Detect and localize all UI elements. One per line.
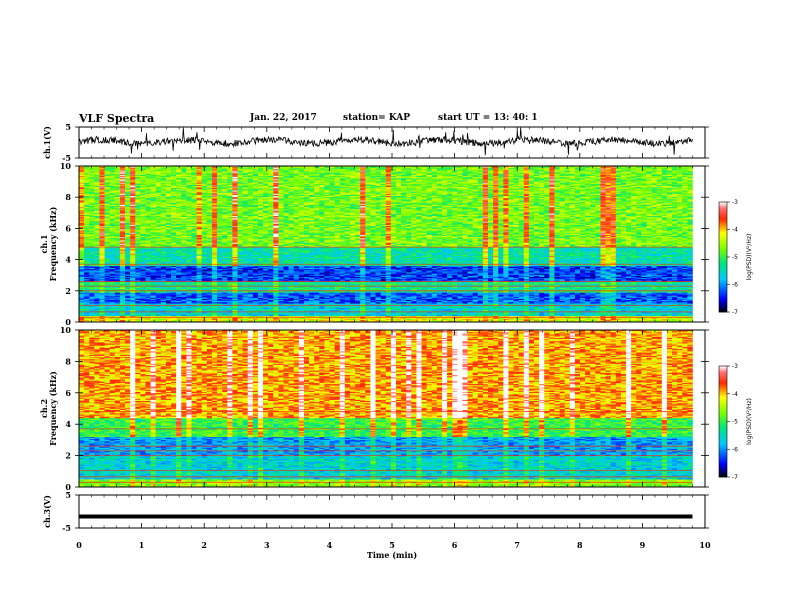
ch2-spectrogram-image <box>79 330 693 487</box>
ch1-colorbar-tick-label: -4 <box>732 227 738 234</box>
ch1-colorbar <box>719 202 727 312</box>
ch2-colorbar-tick-label: -3 <box>732 363 738 370</box>
x-axis-label: Time (min) <box>367 550 417 560</box>
ch2-spectrogram-y-axis-label: Frequency (kHz) <box>48 371 58 446</box>
ch1-spectrogram-y-tick-label: 10 <box>60 161 72 171</box>
ch3-waveform-y-tick-label: -5 <box>62 523 71 533</box>
ch2-colorbar-tick-label: -5 <box>732 419 738 426</box>
ch2-colorbar <box>719 366 727 477</box>
ch1-spectrogram-y-tick-label: 4 <box>65 255 71 265</box>
ch2-colorbar-tick-label: -7 <box>732 474 738 481</box>
x-tick-label: 6 <box>452 540 458 550</box>
ch1-spectrogram-y-tick-label: 6 <box>65 223 71 233</box>
x-tick-label: 7 <box>514 540 520 550</box>
ch1-spectrogram-image <box>79 166 693 322</box>
ch2-colorbar-tick-label: -4 <box>732 391 738 398</box>
ch1-colorbar-tick-label: -3 <box>732 199 738 206</box>
ch1-waveform-y-axis-label: ch.1(V) <box>42 126 52 159</box>
figure-svg: 0 1 2 3 4 5 6 7 8 9 10Time (min)5-5ch.1(V)0246810c… <box>0 0 792 612</box>
x-tick-label: 2 <box>201 540 207 550</box>
ch2-spectrogram-y-tick-label: 4 <box>65 419 71 429</box>
x-tick-label: 3 <box>264 540 270 550</box>
ch1-colorbar-tick-label: -7 <box>732 309 738 316</box>
ch2-spectrogram-y-tick-label: 6 <box>65 388 71 398</box>
x-tick-label: 5 <box>389 540 395 550</box>
x-tick-label: 8 <box>577 540 583 550</box>
ch1-spectrogram-y-tick-label: 8 <box>65 192 71 202</box>
ch2-spectrogram-y-tick-label: 10 <box>60 325 72 335</box>
vlf-spectra-figure: VLF Spectra Jan. 22, 2017 station= KAP s… <box>0 0 792 612</box>
ch1-spectrogram-y-tick-label: 2 <box>65 286 71 296</box>
ch1-colorbar-tick-label: -5 <box>732 254 738 261</box>
ch1-colorbar-tick-label: -6 <box>732 282 738 289</box>
ch3-waveform-y-axis-label: ch.3(V) <box>42 495 52 528</box>
x-tick-label: 4 <box>327 540 333 550</box>
ch2-colorbar-tick-label: -6 <box>732 446 738 453</box>
x-tick-label: 0 <box>76 540 82 550</box>
ch1-waveform-y-tick-label: 5 <box>65 122 71 132</box>
ch3-waveform-y-tick-label: 5 <box>65 490 71 500</box>
ch2-colorbar-label: log(PSD)(V²/Hz) <box>746 398 753 445</box>
ch1-spectrogram-y-axis-label: Frequency (kHz) <box>48 206 58 281</box>
ch1-waveform-trace <box>79 128 693 156</box>
ch2-spectrogram-y-tick-label: 2 <box>65 451 71 461</box>
ch1-colorbar-label: log(PSD)(V²/Hz) <box>746 234 753 281</box>
x-tick-label: 9 <box>640 540 646 550</box>
x-tick-label: 1 <box>139 540 145 550</box>
x-tick-label: 10 <box>699 540 711 550</box>
ch2-spectrogram-y-tick-label: 8 <box>65 356 71 366</box>
